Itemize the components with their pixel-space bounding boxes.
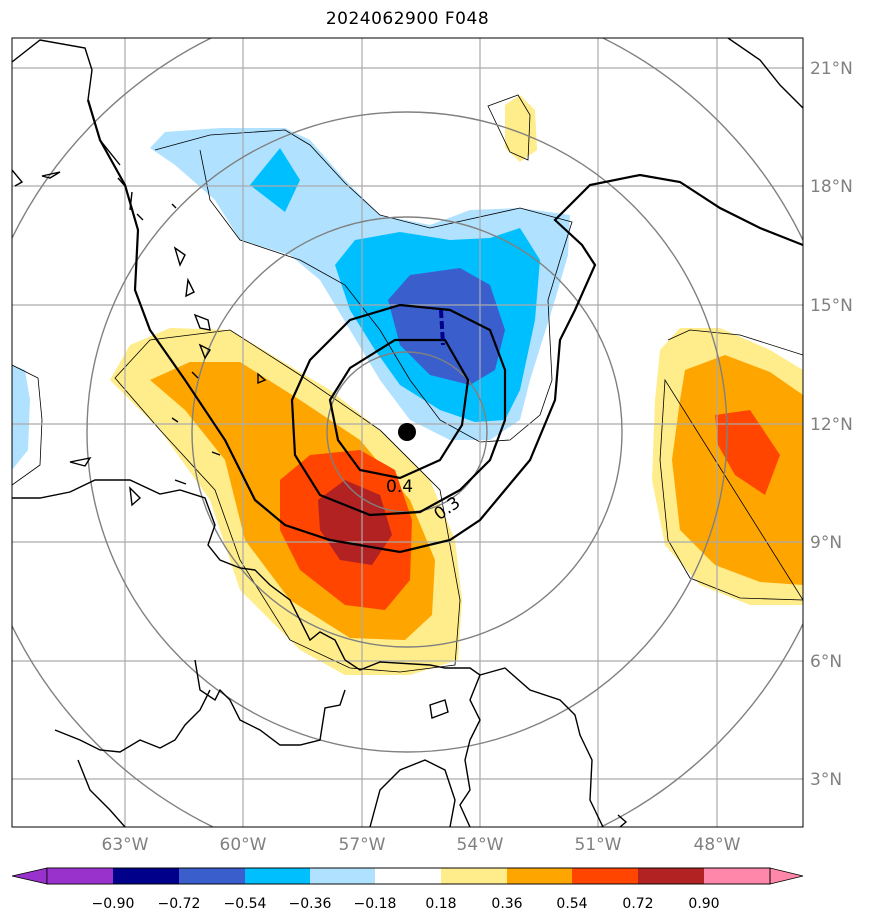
colorbar-under-triangle [11,867,48,885]
colorbar-tick-labels: −0.90 −0.72 −0.54 −0.36 −0.18 0.18 0.36 … [92,896,720,912]
track-mark [439,309,445,346]
map-panel: 0.4 0.3 [12,38,803,827]
lon-label-48w: 48°W [694,835,741,855]
colorbar-swatch-5 [310,868,375,884]
cb-tick-7: 0.36 [491,896,522,912]
cb-tick-2: −0.72 [158,896,201,912]
lat-label-12: 12°N [810,415,853,435]
lat-label-15: 15°N [810,296,853,316]
cb-tick-9: 0.72 [622,896,653,912]
lat-label-6: 6°N [810,652,842,672]
contour-label-0.4: 0.4 [386,477,413,497]
latitude-labels: 21°N 18°N 15°N 12°N 9°N 6°N 3°N [810,59,853,790]
range-rings [12,38,803,827]
colorbar-swatch-7 [441,868,507,884]
cb-tick-3: −0.54 [224,896,267,912]
storm-center-marker [398,423,416,441]
positive-anomaly-west [110,328,462,675]
shade-neg-west-edge [12,365,30,470]
positive-anomaly-east [652,328,803,605]
cb-tick-10: 0.90 [688,896,719,912]
map-title: 2024062900 F048 [325,9,490,29]
shade-neg-0.54 [388,268,505,385]
lon-label-63w: 63°W [102,835,149,855]
lat-label-3: 3°N [810,770,842,790]
cb-tick-6: 0.18 [425,896,456,912]
lon-label-57w: 57°W [339,835,386,855]
colorbar-over-triangle [769,867,804,885]
colorbar-swatch-6 [375,868,441,884]
colorbar-swatch-11 [704,868,770,884]
cb-tick-8: 0.54 [556,896,587,912]
colorbar-swatch-4 [245,868,310,884]
lat-label-18: 18°N [810,177,853,197]
colorbar-swatch-9 [572,868,638,884]
lat-label-9: 9°N [810,533,842,553]
cb-tick-4: −0.36 [289,896,332,912]
colorbar-swatch-10 [638,868,704,884]
thin-contours [12,94,803,673]
cb-tick-1: −0.90 [92,896,135,912]
graticule [12,38,803,827]
map-frame [11,37,804,828]
colorbar-swatch-3 [179,868,245,884]
lon-label-51w: 51°W [575,835,622,855]
cb-tick-5: −0.18 [354,896,397,912]
colorbar-swatch-8 [507,868,572,884]
lon-label-60w: 60°W [220,835,267,855]
colorbar-swatch-2 [113,868,179,884]
colorbar [11,867,804,885]
lat-label-21: 21°N [810,59,853,79]
shade-0.54-east [715,410,780,495]
negative-anomaly [12,128,570,470]
longitude-labels: 63°W 60°W 57°W 54°W 51°W 48°W [102,835,741,855]
shade-neg-0.36-nw [250,148,300,212]
lon-label-54w: 54°W [457,835,504,855]
thick-contours [86,99,803,554]
